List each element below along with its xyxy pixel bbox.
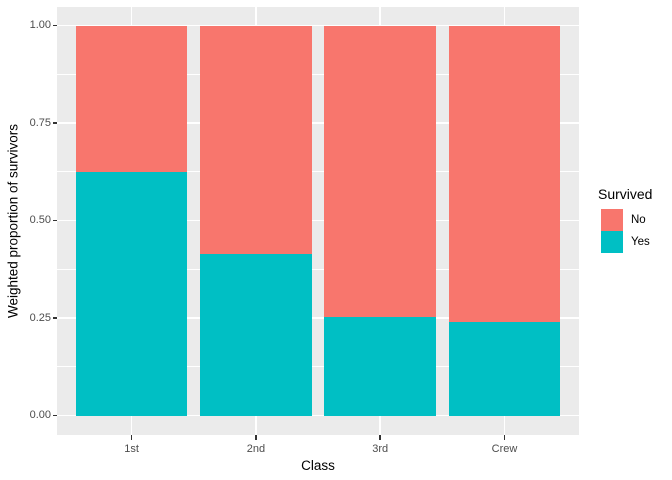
y-axis-tick: [52, 414, 57, 417]
legend-entry-no: No: [601, 209, 652, 231]
y-major-gridline: [57, 414, 579, 417]
legend-swatch-yes: [601, 231, 623, 253]
bar-segment-no-3rd: [324, 25, 437, 318]
plot-panel: [57, 7, 579, 435]
x-axis-tick: [379, 435, 381, 440]
y-minor-gridline: [57, 268, 579, 270]
legend-title: Survived: [598, 186, 653, 202]
x-axis-tick-label: 2nd: [246, 443, 266, 455]
y-axis-tick: [52, 317, 57, 319]
x-axis-tick: [130, 435, 133, 440]
y-axis-tick-label: 0.25: [29, 311, 51, 324]
y-axis-tick: [52, 219, 57, 222]
bar-segment-yes-3rd: [324, 317, 437, 416]
bar-segment-no-1st: [75, 25, 188, 172]
y-minor-gridline: [57, 171, 579, 173]
y-axis-tick-label: 1.00: [29, 19, 51, 32]
x-axis-tick: [503, 435, 506, 440]
legend-entry-label: No: [631, 214, 646, 226]
bar-segment-no-2nd: [200, 25, 312, 255]
legend-swatch-no: [601, 209, 623, 231]
x-axis-tick-label: 1st: [124, 443, 139, 455]
y-axis-tick-label: 0.75: [29, 116, 51, 129]
x-axis-tick-label: 3rd: [372, 443, 389, 455]
y-minor-gridline: [57, 366, 579, 368]
y-axis-tick: [52, 24, 57, 27]
legend: Survived No Yes: [598, 186, 652, 253]
bar-segment-no-crew: [448, 25, 561, 322]
y-major-gridline: [57, 122, 579, 124]
y-axis-tick-label: 0.00: [29, 409, 51, 422]
bar-segment-yes-1st: [75, 171, 188, 416]
legend-entry-yes: Yes: [601, 231, 652, 253]
x-axis-tick-label: Crew: [491, 443, 518, 455]
y-major-gridline: [57, 317, 579, 319]
x-axis-tick: [255, 435, 257, 440]
y-axis-tick-label: 0.50: [29, 214, 51, 227]
y-major-gridline: [57, 219, 579, 222]
y-axis-tick: [52, 122, 57, 124]
y-major-gridline: [57, 24, 579, 27]
bar-segment-yes-2nd: [200, 254, 312, 416]
legend-entry-label: Yes: [631, 236, 650, 248]
y-minor-gridline: [57, 73, 579, 75]
x-axis-title: Class: [301, 458, 335, 473]
bar-segment-yes-crew: [448, 322, 561, 416]
legend-keys: No Yes: [601, 209, 652, 253]
